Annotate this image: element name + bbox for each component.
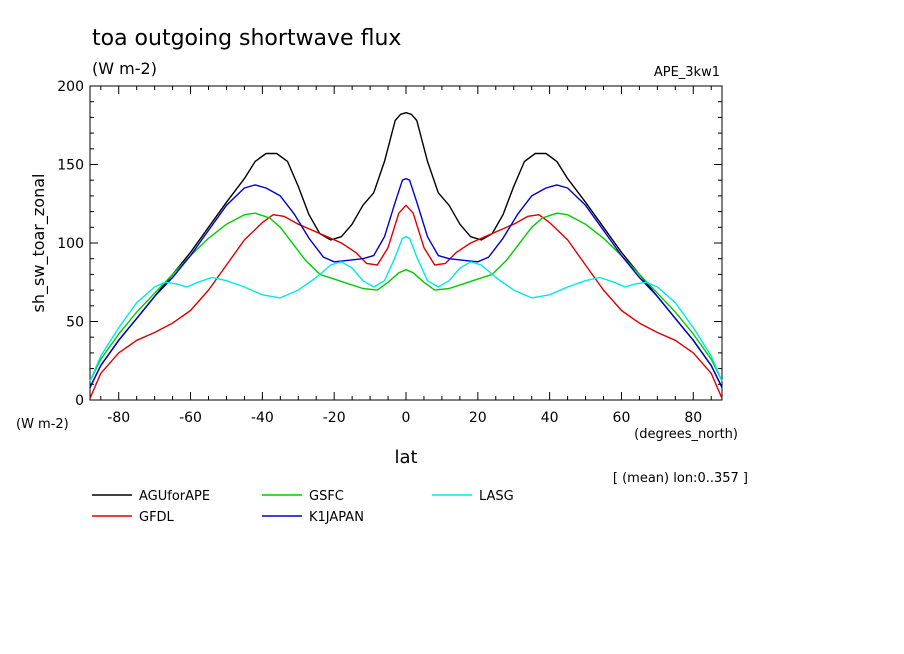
x-tick-label: -60 — [179, 410, 202, 426]
plot-area: -80 -60 -40 -20 0 20 40 60 80 0 50 100 150 200 — [57, 79, 723, 426]
x-tick-label: 40 — [541, 410, 559, 426]
x-tick-label: 80 — [684, 410, 702, 426]
y-tick-label: 100 — [57, 236, 84, 252]
x-axis-units: (degrees_north) — [634, 427, 738, 442]
y-tick-label: 50 — [66, 315, 84, 331]
legend-label-aguforape: AGUforAPE — [139, 489, 210, 504]
y-tick-label: 0 — [75, 393, 84, 409]
x-tick-label: 60 — [613, 410, 631, 426]
legend-label-gfdl: GFDL — [139, 510, 175, 525]
x-tick-label: 20 — [469, 410, 487, 426]
y-tick-label: 150 — [57, 158, 84, 174]
y-axis-units: (W m-2) — [16, 417, 69, 432]
averaging-note: [ (mean) lon:0..357 ] — [613, 471, 748, 486]
chart-title: toa outgoing shortwave flux — [92, 26, 401, 51]
chart-subtitle: (W m-2) — [92, 59, 157, 78]
x-tick-label: -20 — [323, 410, 346, 426]
series-line-gfdl — [89, 204, 723, 399]
legend-label-lasg: LASG — [479, 489, 514, 504]
dataset-label: APE_3kw1 — [654, 65, 720, 80]
y-axis-label: sh_sw_toar_zonal — [29, 174, 49, 313]
legend-label-gsfc: GSFC — [309, 489, 344, 504]
legend-label-k1japan: K1JAPAN — [309, 510, 364, 525]
legend: AGUforAPE GFDL GSFC K1JAPAN LASG — [92, 489, 514, 525]
series-line-k1japan — [89, 177, 723, 388]
x-tick-label: -40 — [251, 410, 274, 426]
plot-frame — [89, 85, 723, 401]
series-line-lasg — [89, 235, 723, 382]
series-line-aguforape — [89, 111, 723, 388]
y-tick-label: 200 — [57, 79, 84, 95]
series-line-gsfc — [89, 212, 723, 382]
x-tick-label: -80 — [107, 410, 130, 426]
x-axis-label: lat — [394, 447, 417, 468]
x-tick-label: 0 — [402, 410, 411, 426]
